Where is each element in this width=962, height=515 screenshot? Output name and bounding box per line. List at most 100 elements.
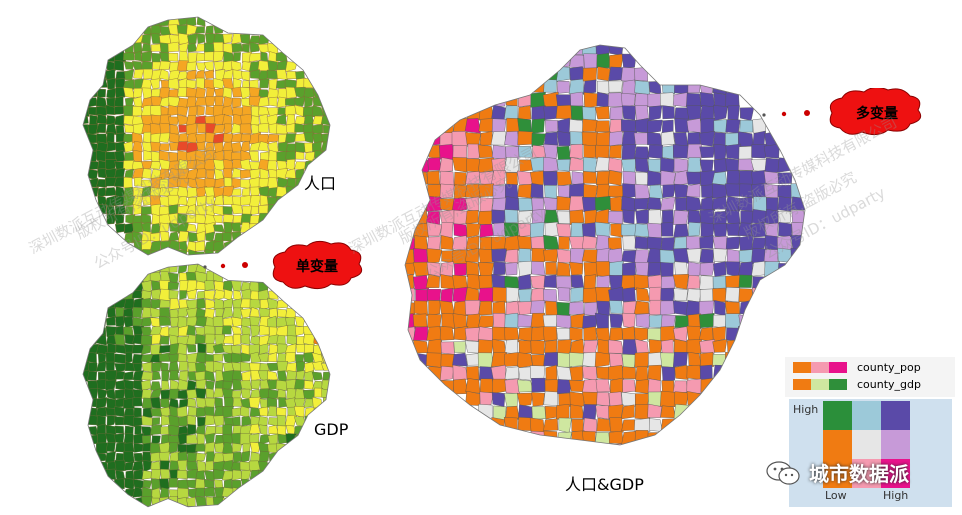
county-region [777,211,792,224]
county-region [491,392,506,408]
county-region [568,379,586,393]
county-region [608,130,624,147]
county-region [660,275,676,290]
county-region [620,67,636,82]
county-region [662,209,674,224]
county-region [133,88,143,98]
county-region [186,159,198,170]
county-region [558,236,570,250]
county-region [556,366,572,381]
county-region [188,105,198,117]
county-region [763,143,780,159]
county-region [159,42,170,54]
brand-name: 城市数据派 [809,462,909,486]
county-region [555,104,573,120]
county-region [568,352,585,367]
county-region [491,248,507,262]
county-region [608,157,623,173]
county-region [451,131,468,147]
county-region [622,105,636,121]
county-region [635,209,651,225]
county-region [150,161,161,170]
county-region [95,360,107,372]
county-region [661,366,676,381]
legend-swatch [811,362,829,373]
county-region [479,391,494,408]
county-region [177,459,188,472]
county-region [569,183,585,199]
county-region [711,379,728,394]
county-region [104,432,116,443]
county-region [268,122,279,135]
county-region [713,261,727,278]
county-region [412,313,428,328]
county-region [582,352,597,368]
county-region [531,406,547,420]
county-region [124,343,134,354]
county-region [132,106,143,117]
county-region [187,398,197,407]
county-region [267,214,278,223]
county-region [186,380,197,392]
county-region [464,118,481,134]
county-region [266,397,278,408]
county-region [661,119,674,134]
county-region [646,119,663,134]
county-region [452,364,468,382]
county-region [594,156,610,172]
county-region [89,114,99,126]
single-variable-callout: 单变量 [203,240,363,290]
county-region [187,415,197,426]
legend-grid-cell [823,401,852,430]
county-region [556,66,571,82]
county-region [464,300,481,316]
county-region [124,461,134,471]
county-region [712,326,726,342]
county-region [453,263,468,277]
county-region [106,78,116,90]
county-region [304,96,314,109]
county-region [596,91,610,108]
county-region [177,307,189,318]
county-region [543,143,559,159]
county-region [159,299,172,309]
county-region [453,171,467,186]
county-region [713,119,728,133]
county-region [609,260,624,277]
county-region [204,51,215,62]
county-region [608,169,623,186]
gdp-map-label: GDP [314,420,349,439]
county-region [673,236,687,251]
county-region [648,314,664,329]
county-region [186,424,197,436]
county-region [177,389,189,400]
county-region [622,354,637,368]
county-region [595,378,611,393]
county-region [212,133,225,144]
county-region [230,204,244,215]
county-region [168,264,178,273]
county-region [194,505,207,507]
county-region [105,351,115,363]
county-region [124,151,135,162]
map-outline [82,16,331,256]
county-region [583,274,597,290]
county-region [647,364,662,382]
county-region [569,66,585,81]
county-region [123,141,133,153]
county-region [268,424,279,435]
county-region [712,275,727,290]
county-region [686,118,703,134]
county-region [660,222,674,237]
county-region [322,371,330,381]
county-region [569,131,585,146]
county-region [259,324,270,336]
county-region [284,352,296,364]
county-region [142,407,153,419]
county-region [622,379,636,393]
county-region [240,169,252,179]
county-region [518,366,533,381]
county-region [737,326,755,342]
county-region [222,87,232,99]
county-region [725,261,741,277]
